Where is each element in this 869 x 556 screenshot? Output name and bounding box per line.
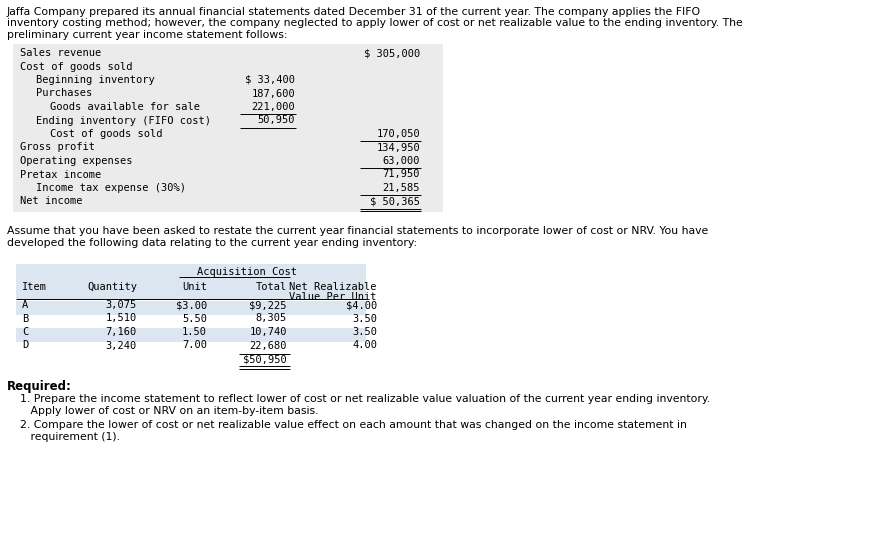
Text: 3.50: 3.50 bbox=[352, 314, 376, 324]
Text: Quantity: Quantity bbox=[87, 282, 136, 292]
Text: 3.50: 3.50 bbox=[352, 327, 376, 337]
Text: Goods available for sale: Goods available for sale bbox=[50, 102, 200, 112]
Text: A: A bbox=[22, 300, 28, 310]
Text: 187,600: 187,600 bbox=[251, 88, 295, 98]
Text: 1. Prepare the income statement to reflect lower of cost or net realizable value: 1. Prepare the income statement to refle… bbox=[20, 394, 709, 404]
Text: 8,305: 8,305 bbox=[255, 314, 287, 324]
Text: 4.00: 4.00 bbox=[352, 340, 376, 350]
Text: 71,950: 71,950 bbox=[382, 170, 420, 180]
Text: Acquisition Cost: Acquisition Cost bbox=[196, 267, 296, 277]
Text: B: B bbox=[22, 314, 28, 324]
Text: Total: Total bbox=[255, 282, 287, 292]
Text: Sales revenue: Sales revenue bbox=[20, 48, 101, 58]
Text: Required:: Required: bbox=[7, 380, 72, 393]
Text: 1.50: 1.50 bbox=[182, 327, 207, 337]
Text: Pretax income: Pretax income bbox=[20, 170, 101, 180]
Text: 170,050: 170,050 bbox=[375, 129, 420, 139]
Text: 2. Compare the lower of cost or net realizable value effect on each amount that : 2. Compare the lower of cost or net real… bbox=[20, 420, 687, 430]
Text: developed the following data relating to the current year ending inventory:: developed the following data relating to… bbox=[7, 238, 416, 248]
Bar bbox=[16, 264, 366, 299]
Text: Net income: Net income bbox=[20, 196, 83, 206]
Text: Cost of goods sold: Cost of goods sold bbox=[50, 129, 163, 139]
Text: $ 305,000: $ 305,000 bbox=[363, 48, 420, 58]
Bar bbox=[16, 301, 366, 315]
Text: Unit: Unit bbox=[182, 282, 207, 292]
Text: Net Realizable: Net Realizable bbox=[289, 281, 376, 291]
Text: 22,680: 22,680 bbox=[249, 340, 287, 350]
Text: $3.00: $3.00 bbox=[176, 300, 207, 310]
Text: 134,950: 134,950 bbox=[375, 142, 420, 152]
Text: Value Per Unit: Value Per Unit bbox=[289, 292, 376, 302]
Text: 63,000: 63,000 bbox=[382, 156, 420, 166]
Text: 21,585: 21,585 bbox=[382, 183, 420, 193]
Text: C: C bbox=[22, 327, 28, 337]
Text: 3,240: 3,240 bbox=[106, 340, 136, 350]
Text: D: D bbox=[22, 340, 28, 350]
Text: Item: Item bbox=[22, 282, 47, 292]
Text: Income tax expense (30%): Income tax expense (30%) bbox=[36, 183, 186, 193]
Text: Cost of goods sold: Cost of goods sold bbox=[20, 62, 132, 72]
Bar bbox=[16, 328, 366, 341]
Text: $9,225: $9,225 bbox=[249, 300, 287, 310]
Text: Beginning inventory: Beginning inventory bbox=[36, 75, 155, 85]
Text: $50,950: $50,950 bbox=[243, 355, 287, 365]
Text: 5.50: 5.50 bbox=[182, 314, 207, 324]
Text: Gross profit: Gross profit bbox=[20, 142, 95, 152]
Text: 10,740: 10,740 bbox=[249, 327, 287, 337]
Text: 221,000: 221,000 bbox=[251, 102, 295, 112]
Text: 3,075: 3,075 bbox=[106, 300, 136, 310]
Text: requirement (1).: requirement (1). bbox=[20, 432, 120, 442]
Text: 1,510: 1,510 bbox=[106, 314, 136, 324]
Bar bbox=[13, 44, 442, 212]
Text: Ending inventory (FIFO cost): Ending inventory (FIFO cost) bbox=[36, 116, 211, 126]
Text: Operating expenses: Operating expenses bbox=[20, 156, 132, 166]
Text: $ 33,400: $ 33,400 bbox=[245, 75, 295, 85]
Text: inventory costing method; however, the company neglected to apply lower of cost : inventory costing method; however, the c… bbox=[7, 18, 742, 28]
Text: $ 50,365: $ 50,365 bbox=[369, 196, 420, 206]
Text: Jaffa Company prepared its annual financial statements dated December 31 of the : Jaffa Company prepared its annual financ… bbox=[7, 7, 700, 17]
Text: Assume that you have been asked to restate the current year financial statements: Assume that you have been asked to resta… bbox=[7, 226, 707, 236]
Text: preliminary current year income statement follows:: preliminary current year income statemen… bbox=[7, 30, 287, 40]
Text: $4.00: $4.00 bbox=[345, 300, 376, 310]
Bar bbox=[16, 341, 366, 355]
Text: 7.00: 7.00 bbox=[182, 340, 207, 350]
Text: 50,950: 50,950 bbox=[257, 116, 295, 126]
Text: Apply lower of cost or NRV on an item-by-item basis.: Apply lower of cost or NRV on an item-by… bbox=[20, 406, 318, 416]
Bar bbox=[16, 315, 366, 328]
Text: Purchases: Purchases bbox=[36, 88, 92, 98]
Text: 7,160: 7,160 bbox=[106, 327, 136, 337]
